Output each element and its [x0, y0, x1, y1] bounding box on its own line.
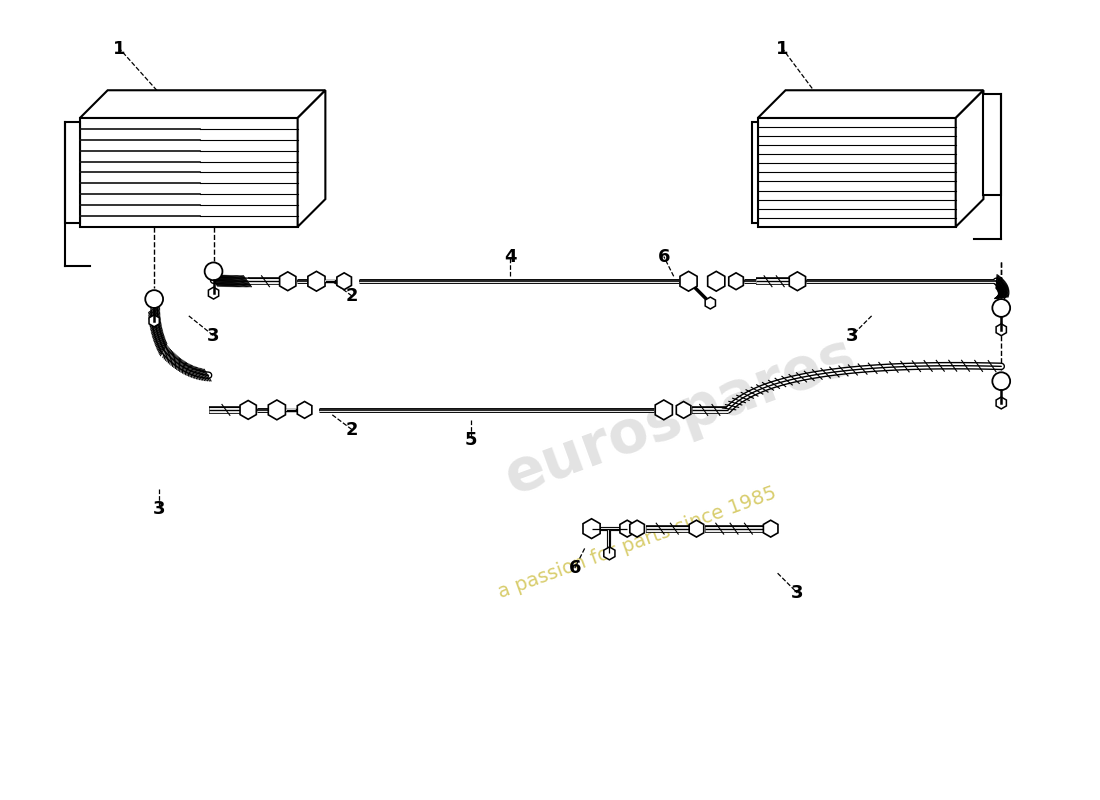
Polygon shape: [758, 118, 956, 227]
Polygon shape: [337, 273, 352, 290]
Polygon shape: [240, 401, 256, 419]
Text: 3: 3: [846, 326, 858, 345]
Circle shape: [992, 299, 1010, 317]
Polygon shape: [604, 547, 615, 560]
Polygon shape: [620, 520, 635, 537]
Circle shape: [205, 262, 222, 280]
Polygon shape: [983, 94, 1001, 195]
Text: 1: 1: [113, 40, 125, 58]
Circle shape: [992, 372, 1010, 390]
Polygon shape: [758, 90, 983, 118]
Polygon shape: [997, 324, 1006, 336]
Polygon shape: [707, 271, 725, 291]
Polygon shape: [705, 297, 715, 309]
Polygon shape: [758, 118, 817, 227]
Polygon shape: [80, 90, 326, 118]
Polygon shape: [279, 272, 296, 290]
Text: 3: 3: [791, 584, 804, 602]
Text: 2: 2: [345, 287, 359, 305]
Polygon shape: [148, 315, 159, 326]
Text: 6: 6: [658, 247, 670, 266]
Polygon shape: [583, 518, 601, 538]
Polygon shape: [680, 271, 697, 291]
Polygon shape: [676, 402, 691, 418]
Polygon shape: [80, 118, 189, 227]
Polygon shape: [208, 287, 219, 299]
Polygon shape: [298, 90, 326, 227]
Text: 4: 4: [504, 247, 517, 266]
Polygon shape: [729, 273, 744, 290]
Polygon shape: [656, 400, 672, 420]
Text: 5: 5: [464, 430, 477, 449]
Polygon shape: [308, 271, 324, 291]
Text: 2: 2: [345, 421, 359, 438]
Polygon shape: [790, 272, 805, 290]
Polygon shape: [268, 400, 285, 420]
Text: a passion for parts since 1985: a passion for parts since 1985: [495, 483, 779, 602]
Polygon shape: [763, 520, 778, 537]
Text: 3: 3: [207, 326, 220, 345]
Text: 6: 6: [569, 559, 581, 578]
Circle shape: [145, 290, 163, 308]
Polygon shape: [997, 397, 1006, 409]
Polygon shape: [297, 402, 312, 418]
Polygon shape: [65, 122, 80, 223]
Text: 3: 3: [153, 500, 165, 518]
Text: eurospares: eurospares: [497, 326, 864, 506]
Text: 1: 1: [777, 40, 789, 58]
Polygon shape: [630, 520, 645, 537]
Polygon shape: [752, 122, 758, 223]
Polygon shape: [690, 520, 704, 537]
Polygon shape: [956, 90, 983, 227]
Polygon shape: [80, 118, 298, 227]
